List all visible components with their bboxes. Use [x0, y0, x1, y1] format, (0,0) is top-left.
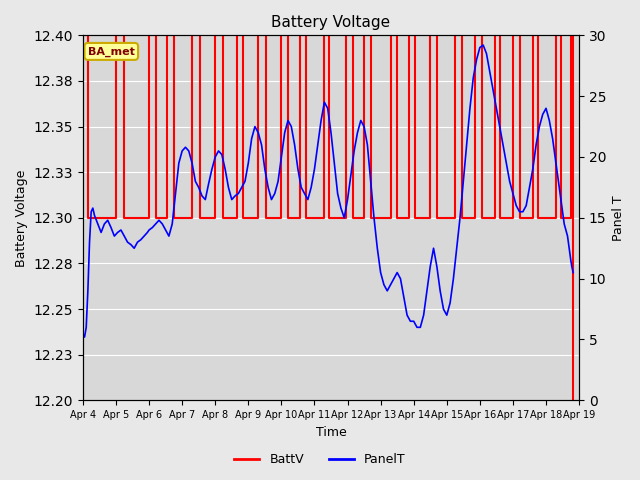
Legend: BattV, PanelT: BattV, PanelT [229, 448, 411, 471]
X-axis label: Time: Time [316, 426, 346, 439]
Y-axis label: Battery Voltage: Battery Voltage [15, 169, 28, 266]
Text: BA_met: BA_met [88, 46, 135, 57]
Title: Battery Voltage: Battery Voltage [271, 15, 390, 30]
Y-axis label: Panel T: Panel T [612, 195, 625, 240]
